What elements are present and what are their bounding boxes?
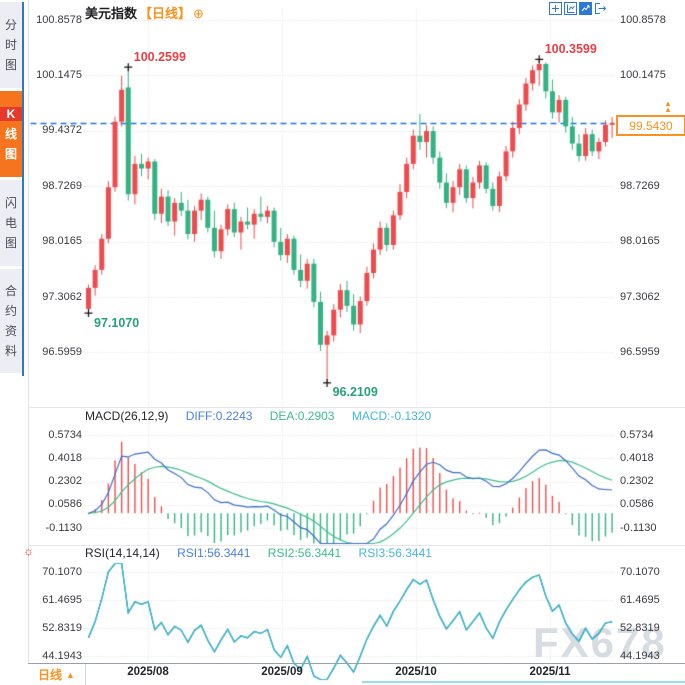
rsi-settings-icon[interactable]: ☼ (23, 544, 34, 558)
panel-divider-macd (28, 407, 685, 408)
indicator-chart-icon[interactable] (579, 2, 592, 15)
rsi3-value: RSI3:56.3441 (358, 546, 432, 560)
pop-out-icon[interactable] (594, 2, 607, 15)
x-axis-label: 2025/11 (529, 666, 571, 678)
x-axis-label: 2025/08 (127, 666, 169, 678)
rsi2-value: RSI2:56.3441 (267, 546, 342, 560)
macd-axis-label-right: 0.5734 (620, 428, 654, 441)
low-annotation: 96.2109 (332, 385, 378, 400)
rsi-axis-label-right: 52.8319 (620, 621, 660, 634)
macd-hist-value: MACD:-0.1320 (351, 409, 432, 423)
price-axis-label-left: 97.3062 (42, 290, 82, 303)
macd-axis-label-left: 0.4018 (48, 451, 82, 464)
price-axis-label-right: 98.7269 (620, 179, 660, 192)
rsi-axis-label-left: 70.1070 (42, 565, 82, 578)
high-annotation: 100.2599 (133, 49, 186, 64)
sidebar-tab-char: K (0, 107, 22, 121)
rsi-axis-label-right: 70.1070 (620, 565, 660, 578)
chart-left-border (28, 0, 29, 663)
price-axis-label-left: 98.7269 (42, 179, 82, 192)
macd-axis-label-left: 0.5734 (48, 428, 82, 441)
macd-axis-label-left: 0.2302 (48, 475, 82, 487)
price-axis-label-left: 98.0165 (42, 235, 82, 248)
chart-toolbar (549, 2, 607, 15)
interval-dropdown-arrow: ▲ (66, 669, 75, 680)
axis-scale-icon[interactable] (564, 2, 577, 15)
macd-axis-label-left: -0.1130 (45, 521, 83, 534)
price-axis-label-left: 96.5959 (42, 345, 82, 358)
macd-diff-value: DIFF:0.2243 (185, 409, 253, 423)
scrollbar-strip[interactable] (362, 681, 685, 683)
panel-divider-rsi (28, 545, 685, 546)
add-compare-icon[interactable]: ⊕ (193, 6, 204, 21)
low-annotation: 97.1070 (94, 315, 140, 330)
current-price-tag: 99.5430 (616, 115, 685, 136)
interval-switcher[interactable]: 日线 ▲ (28, 664, 86, 685)
interval-tag: 【日线】 (139, 6, 192, 21)
rsi1-value: RSI1:56.3441 (177, 546, 251, 560)
chart-title: 美元指数 【日线】 ⊕ (85, 3, 204, 22)
rsi-axis-label-right: 61.4695 (620, 593, 660, 606)
macd-axis-label-right: 0.4018 (620, 451, 654, 464)
sidebar-tab-char: 闪 (4, 196, 17, 210)
sidebar-tab-char: 料 (4, 344, 17, 358)
sidebar-tab-char: 图 (4, 236, 17, 250)
price-axis-label-left: 100.8578 (36, 13, 82, 26)
macd-axis-label-right: 0.2302 (620, 475, 654, 487)
x-axis-label: 2025/09 (261, 666, 303, 678)
interval-label: 日线 (38, 668, 63, 682)
rsi-axis-label-left: 61.4695 (42, 593, 82, 606)
sidebar-tab-char: 电 (4, 216, 17, 230)
sidebar-tab-char: 线 (4, 127, 17, 141)
price-axis-label-left: 100.1475 (36, 68, 82, 81)
x-axis-label: 2025/10 (395, 666, 437, 678)
macd-axis-label-left: 0.0586 (48, 498, 82, 511)
crosshair-icon[interactable] (549, 2, 562, 15)
sidebar-tab-2[interactable]: 闪电图 (0, 180, 22, 266)
rsi-axis-label-left: 44.1943 (42, 649, 82, 662)
high-annotation: 100.3599 (544, 41, 597, 56)
sidebar-tab-char: 时 (4, 38, 17, 52)
rsi-axis-label-right: 44.1943 (620, 649, 660, 662)
rsi-label: RSI(14,14,14) (85, 546, 160, 560)
symbol-name: 美元指数 (85, 6, 138, 21)
bottom-bar: 日线 ▲ (28, 663, 685, 685)
price-axis-label-right: 96.5959 (620, 345, 660, 358)
macd-axis-label-right: -0.1130 (620, 521, 657, 534)
sidebar-tab-char: 资 (4, 324, 17, 338)
price-axis-label-left: 99.4372 (42, 124, 82, 137)
macd-label: MACD(26,12,9) (85, 409, 169, 423)
price-axis-label-right: 98.0165 (620, 235, 660, 248)
price-axis-label-right: 97.3062 (620, 290, 660, 303)
rsi-header: RSI(14,14,14) RSI1:56.3441 RSI2:56.3441 … (85, 546, 432, 560)
price-axis-label-right: 100.1475 (620, 68, 666, 81)
sidebar-tab-char: 分 (4, 18, 17, 32)
sidebar-tab-0[interactable]: 分时图 (0, 2, 22, 88)
sidebar-tab-char: 约 (4, 304, 17, 318)
sidebar-tab-3[interactable]: 合约资料 (0, 269, 22, 373)
sidebar-tab-char: 图 (4, 147, 17, 161)
sidebar-tab-char: 合 (4, 284, 17, 298)
sidebar-tab-char: 图 (4, 58, 17, 72)
macd-dea-value: DEA:0.2903 (269, 409, 335, 423)
price-up-arrows: ▲ ▲ (664, 99, 672, 114)
rsi-axis-label-left: 52.8319 (42, 621, 82, 634)
macd-header: MACD(26,12,9) DIFF:0.2243 DEA:0.2903 MAC… (85, 409, 431, 423)
price-axis-label-right: 100.8578 (620, 13, 666, 26)
macd-axis-label-right: 0.0586 (620, 498, 654, 511)
